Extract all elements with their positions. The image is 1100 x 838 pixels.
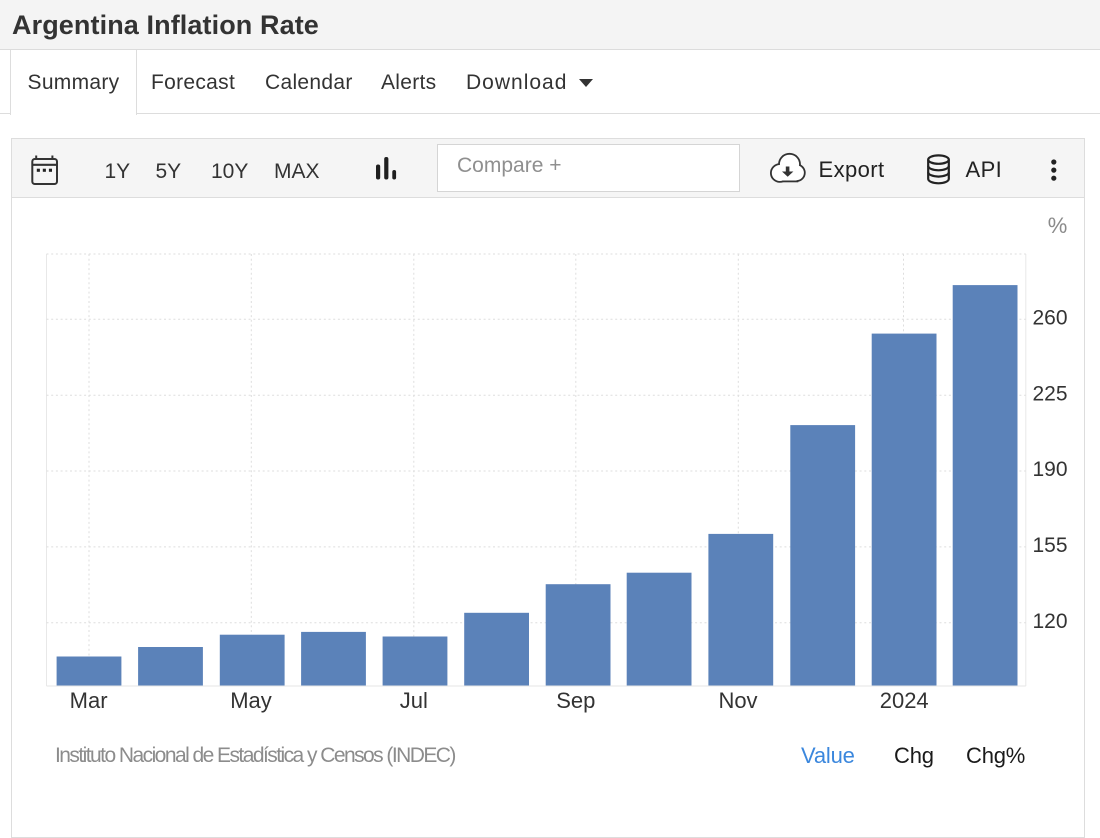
svg-text:%: %: [1048, 213, 1068, 238]
svg-text:190: 190: [1033, 458, 1068, 481]
svg-text:120: 120: [1033, 610, 1068, 633]
svg-text:Chg%: Chg%: [966, 743, 1025, 768]
svg-text:2024: 2024: [880, 688, 929, 713]
svg-text:155: 155: [1033, 534, 1068, 557]
svg-text:Value: Value: [801, 743, 855, 768]
svg-text:Sep: Sep: [556, 688, 595, 713]
svg-text:May: May: [230, 688, 272, 713]
svg-text:Mar: Mar: [70, 688, 108, 713]
svg-text:Chg: Chg: [894, 743, 934, 768]
svg-text:Nov: Nov: [718, 688, 757, 713]
svg-text:Jul: Jul: [400, 688, 428, 713]
svg-text:225: 225: [1033, 382, 1068, 405]
svg-text:Instituto Nacional de Estadíst: Instituto Nacional de Estadística y Cens…: [55, 744, 455, 767]
svg-text:260: 260: [1033, 307, 1068, 330]
